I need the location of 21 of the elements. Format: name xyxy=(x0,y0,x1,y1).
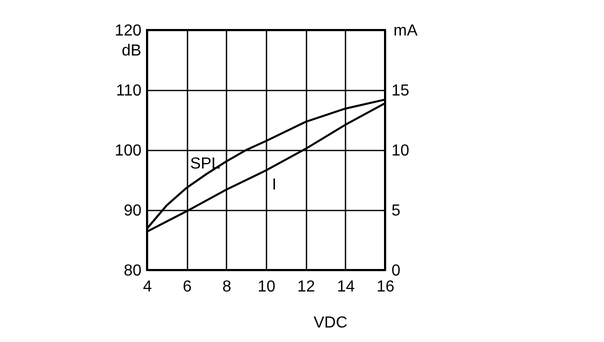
x-tick-label: 10 xyxy=(258,278,276,296)
y2-tick-label: 5 xyxy=(392,202,400,220)
x-tick-label: 6 xyxy=(182,278,192,296)
x-tick-label: 16 xyxy=(376,278,394,296)
y-tick-label: 80 xyxy=(124,262,142,280)
y2-tick-label: 15 xyxy=(392,82,410,100)
y-axis-title: dB xyxy=(122,42,142,60)
x-axis-title: VDC xyxy=(314,314,348,332)
y-tick-label: 110 xyxy=(116,82,142,100)
series-label: I xyxy=(272,176,276,194)
x-tick-label: 8 xyxy=(222,278,232,296)
y-tick-label: 100 xyxy=(114,142,142,160)
y-tick-label: 90 xyxy=(124,202,142,220)
x-tick-label: 12 xyxy=(297,278,316,296)
x-tick-label: 14 xyxy=(336,278,355,296)
y-tick-label: 120 xyxy=(114,22,142,40)
series-label: SPL xyxy=(190,155,220,172)
y2-axis-title: mA xyxy=(394,22,418,40)
x-tick-label: 4 xyxy=(143,278,152,296)
y2-tick-label: 0 xyxy=(392,262,400,280)
y2-tick-label: 10 xyxy=(392,142,410,160)
